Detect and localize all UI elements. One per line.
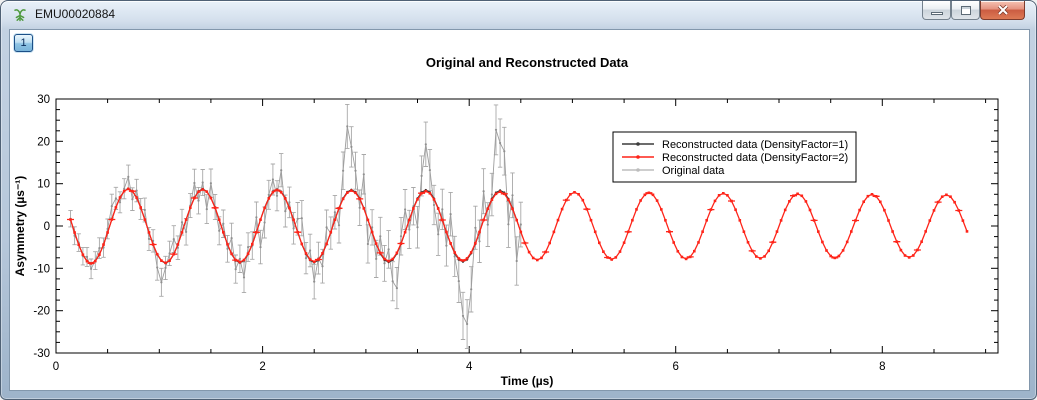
restore-icon: [960, 5, 971, 15]
chart-title: Original and Reconstructed Data: [426, 55, 629, 70]
window-title: EMU00020884: [35, 7, 116, 21]
mantid-muon-icon: [12, 7, 28, 23]
close-button[interactable]: [980, 1, 1025, 20]
x-axis-label: Time (µs): [501, 374, 554, 388]
chart-legend[interactable]: Reconstructed data (DensityFactor=1)Reco…: [612, 131, 857, 183]
svg-text:0: 0: [44, 221, 50, 233]
minimize-button[interactable]: [922, 1, 951, 20]
axis-ticks: [55, 98, 998, 354]
layer-1-button[interactable]: 1: [14, 34, 33, 52]
window-titlebar[interactable]: EMU00020884: [1, 1, 1036, 29]
svg-text:-10: -10: [33, 263, 50, 275]
legend-marker-sample: [636, 168, 640, 172]
y-axis-label: Asymmetry (µs⁻¹): [13, 176, 27, 277]
plot-area[interactable]: [55, 98, 999, 354]
svg-text:-30: -30: [33, 348, 50, 360]
graph-content-area: 0 2 4 6 8 -30 -20 -10 0 10 20 30 Original and Recons…: [9, 29, 1030, 391]
svg-text:2: 2: [259, 361, 265, 373]
minimize-icon: [930, 11, 943, 15]
window-controls: [922, 1, 1025, 20]
chart-canvas[interactable]: 0 2 4 6 8 -30 -20 -10 0 10 20 30 Original and Recons…: [10, 30, 1029, 390]
svg-text:30: 30: [37, 94, 50, 106]
series-reconstructed-df2[interactable]: [67, 187, 969, 265]
legend-entry-label: Reconstructed data (DensityFactor=1): [662, 139, 848, 151]
svg-text:10: 10: [37, 179, 50, 191]
svg-text:-20: -20: [33, 306, 50, 318]
close-icon: [997, 5, 1008, 15]
legend-entry-label: Original data: [662, 165, 725, 177]
svg-text:8: 8: [879, 361, 885, 373]
svg-text:20: 20: [37, 136, 50, 148]
svg-text:6: 6: [673, 361, 679, 373]
svg-text:4: 4: [466, 361, 473, 373]
legend-entry-label: Reconstructed data (DensityFactor=2): [662, 152, 848, 164]
axis-tick-labels: 0 2 4 6 8 -30 -20 -10 0 10 20 30: [33, 94, 885, 373]
svg-text:0: 0: [53, 361, 59, 373]
legend-marker-sample: [636, 142, 640, 146]
legend-marker-sample: [636, 155, 640, 159]
restore-button[interactable]: [951, 1, 980, 20]
